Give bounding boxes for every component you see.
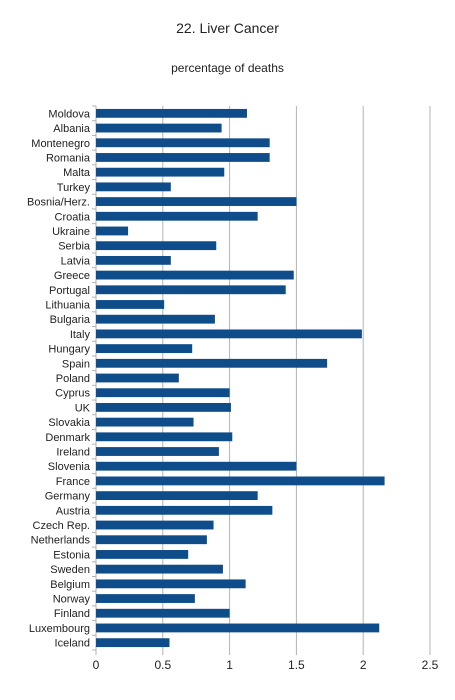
y-tick-label: Cyprus — [55, 388, 90, 400]
bar-netherlands — [96, 535, 207, 545]
y-tick-label: Bosnia/Herz. — [27, 197, 90, 209]
bar-iceland — [96, 638, 170, 648]
y-tick-label: Moldova — [48, 108, 90, 120]
bar-lithuania — [96, 300, 165, 309]
bar-bulgaria — [96, 314, 215, 324]
bar-malta — [96, 167, 225, 177]
chart-subtitle: percentage of deaths — [171, 61, 284, 75]
bar-luxembourg — [96, 623, 380, 633]
bar-estonia — [96, 550, 189, 559]
y-tick-label: UK — [75, 402, 91, 414]
bar-austria — [96, 505, 273, 515]
bar-slovenia — [96, 461, 297, 471]
bar-ukraine — [96, 226, 129, 236]
y-tick-label: Iceland — [55, 638, 90, 650]
bar-uk — [96, 402, 231, 412]
bar-italy — [96, 329, 362, 339]
y-tick-label: Belgium — [50, 579, 90, 591]
x-tick-label: 2.5 — [422, 658, 439, 672]
y-tick-label: Ireland — [56, 447, 90, 459]
bar-croatia — [96, 211, 258, 221]
y-tick-label: Bulgaria — [50, 314, 91, 326]
x-tick-label: 1 — [226, 658, 233, 672]
bar-cyprus — [96, 388, 230, 398]
x-tick-label: 2 — [360, 658, 367, 672]
bar-albania — [96, 123, 222, 133]
y-tick-label: Czech Rep. — [33, 520, 90, 532]
x-tick-label: 0 — [93, 658, 100, 672]
y-tick-label: Finland — [54, 608, 90, 620]
y-tick-label: Portugal — [49, 285, 90, 297]
y-tick-label: Montenegro — [31, 138, 90, 150]
y-tick-label: Denmark — [45, 432, 90, 444]
bar-poland — [96, 373, 179, 383]
bar-sweden — [96, 564, 223, 574]
bar-montenegro — [96, 138, 270, 148]
bar-hungary — [96, 344, 193, 354]
y-tick-label: Estonia — [53, 549, 91, 561]
y-tick-label: France — [56, 476, 90, 488]
bar-germany — [96, 491, 258, 501]
bar-greece — [96, 270, 294, 280]
y-tick-label: Malta — [63, 167, 91, 179]
y-tick-label: Germany — [45, 491, 91, 503]
y-tick-label: Romania — [46, 152, 91, 164]
bar-france — [96, 476, 385, 486]
bar-denmark — [96, 432, 233, 442]
y-tick-label: Albania — [53, 123, 91, 135]
bar-czech-rep — [96, 520, 214, 530]
x-tick-label: 1.5 — [288, 658, 305, 672]
y-tick-label: Slovenia — [48, 461, 91, 473]
bar-slovakia — [96, 417, 194, 427]
y-tick-label: Hungary — [48, 344, 90, 356]
y-tick-label: Turkey — [57, 182, 91, 194]
y-tick-label: Slovakia — [48, 417, 90, 429]
y-tick-label: Spain — [62, 358, 90, 370]
bar-bosnia-herz — [96, 197, 297, 206]
bar-romania — [96, 153, 270, 162]
y-tick-label: Serbia — [58, 241, 91, 253]
y-tick-label: Italy — [70, 329, 91, 341]
bar-serbia — [96, 241, 217, 251]
bar-belgium — [96, 579, 246, 589]
bar-latvia — [96, 255, 171, 265]
y-tick-label: Greece — [54, 270, 90, 282]
y-tick-label: Poland — [56, 373, 90, 385]
y-tick-label: Lithuania — [45, 299, 91, 311]
y-tick-label: Latvia — [61, 255, 91, 267]
bar-turkey — [96, 182, 171, 192]
bar-norway — [96, 594, 195, 603]
bar-finland — [96, 608, 230, 618]
y-tick-label: Luxembourg — [29, 623, 90, 635]
y-tick-label: Austria — [56, 505, 91, 517]
y-tick-label: Ukraine — [52, 226, 90, 238]
chart-title: 22. Liver Cancer — [176, 20, 279, 36]
bar-moldova — [96, 108, 247, 118]
y-tick-label: Norway — [53, 594, 91, 606]
y-tick-label: Sweden — [50, 564, 90, 576]
y-tick-label: Netherlands — [31, 535, 91, 547]
bar-spain — [96, 358, 328, 368]
bar-ireland — [96, 447, 219, 456]
x-tick-label: 0.5 — [154, 658, 171, 672]
bar-portugal — [96, 285, 286, 295]
y-tick-label: Croatia — [55, 211, 91, 223]
